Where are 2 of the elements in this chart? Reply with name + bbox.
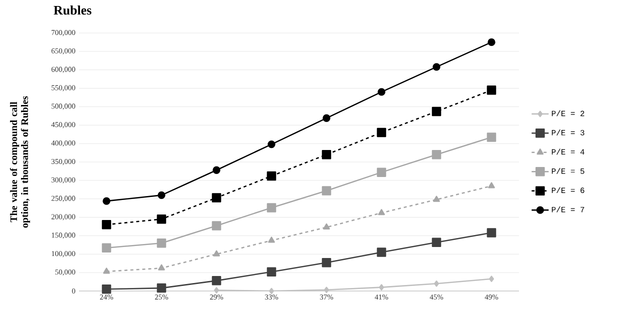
y-axis-title: The value of compound call option, in thousands of Rubles xyxy=(10,96,30,228)
chart-title: Rubles xyxy=(54,6,92,15)
